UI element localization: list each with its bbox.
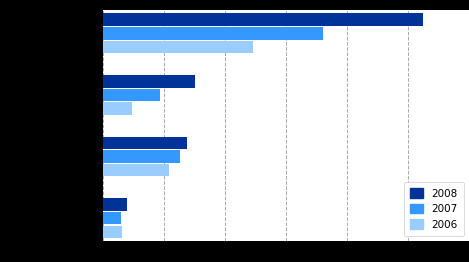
Bar — [103, 13, 423, 26]
Bar — [103, 212, 121, 225]
Bar — [103, 150, 180, 163]
Bar — [103, 164, 169, 176]
Bar — [103, 198, 127, 211]
Legend: 2008, 2007, 2006: 2008, 2007, 2006 — [404, 182, 464, 236]
Bar — [103, 137, 187, 149]
Bar — [103, 226, 122, 238]
Bar — [103, 89, 160, 101]
Bar — [103, 75, 195, 88]
Bar — [103, 41, 253, 53]
Bar — [103, 27, 323, 40]
Bar — [103, 102, 132, 115]
